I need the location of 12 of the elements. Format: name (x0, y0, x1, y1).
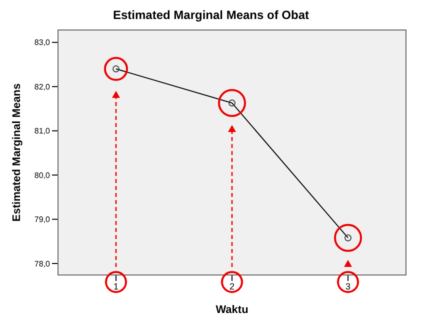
y-tick-label: 83,0 (34, 38, 51, 48)
x-axis-title: Waktu (216, 304, 248, 316)
y-tick-label: 81,0 (34, 126, 51, 136)
x-tick-label: 1 (113, 281, 119, 292)
y-tick-label: 79,0 (34, 215, 51, 224)
x-tick-label: 2 (229, 281, 235, 292)
y-axis-title: Estimated Marginal Means (10, 83, 23, 222)
y-tick-label: 80,0 (34, 170, 51, 180)
y-tick-label: 78,0 (34, 259, 51, 268)
y-tick-label: 82,0 (34, 82, 51, 92)
chart-title: Estimated Marginal Means of Obat (112, 8, 310, 22)
x-tick-label: 3 (345, 281, 351, 292)
